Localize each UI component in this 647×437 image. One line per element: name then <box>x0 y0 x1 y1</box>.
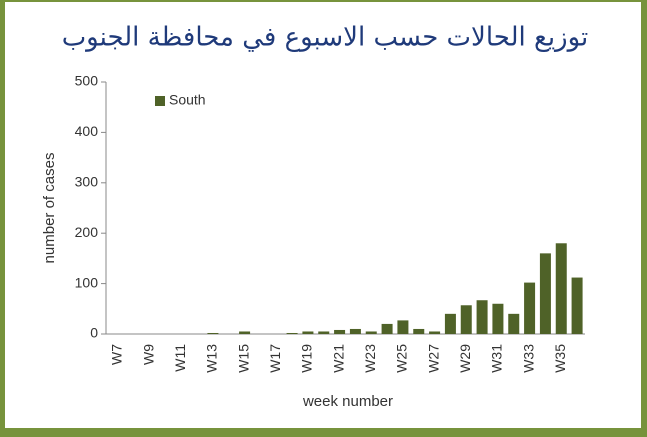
bar <box>318 331 330 334</box>
bar <box>524 282 536 334</box>
bar <box>334 329 346 334</box>
x-tick-label: W31 <box>489 344 505 373</box>
bar <box>397 320 409 334</box>
bar <box>444 313 456 334</box>
x-axis-label: week number <box>302 393 393 410</box>
bar <box>460 305 472 334</box>
frame-left <box>0 0 5 437</box>
bar <box>571 277 583 334</box>
bar <box>508 313 520 334</box>
x-tick-label: W29 <box>457 344 473 373</box>
x-tick-label: W15 <box>235 344 251 373</box>
frame-top <box>0 0 647 2</box>
x-tick-label: W7 <box>109 344 125 365</box>
chart-title: توزيع الحالات حسب الاسبوع في محافظة الجن… <box>62 23 589 53</box>
bar <box>302 331 314 334</box>
x-tick-label: W27 <box>425 344 441 373</box>
x-tick-label: W17 <box>267 344 283 373</box>
y-tick-label: 300 <box>75 174 99 190</box>
x-tick-label: W13 <box>204 344 220 373</box>
bar <box>286 332 298 334</box>
frame-bottom <box>0 428 647 437</box>
y-tick-label: 0 <box>90 325 98 341</box>
x-tick-label: W25 <box>394 344 410 373</box>
y-tick-label: 400 <box>75 123 99 139</box>
bar <box>476 300 488 334</box>
bar <box>349 328 361 334</box>
x-tick-label: W21 <box>330 344 346 373</box>
frame-right <box>641 0 647 437</box>
x-tick-label: W23 <box>362 344 378 373</box>
x-tick-label: W9 <box>140 344 156 365</box>
y-tick-label: 500 <box>75 73 99 89</box>
x-tick-label: W33 <box>520 344 536 373</box>
bar <box>365 331 377 334</box>
x-tick-label: W35 <box>552 344 568 373</box>
y-axis-label: number of cases <box>41 153 58 264</box>
x-tick-label: W19 <box>299 344 315 373</box>
bar <box>492 303 504 334</box>
bar <box>239 331 251 334</box>
legend-swatch <box>155 96 165 106</box>
bar <box>429 331 441 334</box>
x-tick-label: W11 <box>172 344 188 372</box>
bar <box>207 332 219 334</box>
bar <box>413 328 425 334</box>
y-tick-label: 200 <box>75 224 99 240</box>
bar <box>381 323 393 334</box>
bar <box>555 243 567 334</box>
legend-label: South <box>169 92 206 108</box>
y-tick-label: 100 <box>75 274 99 290</box>
bar <box>539 253 551 334</box>
